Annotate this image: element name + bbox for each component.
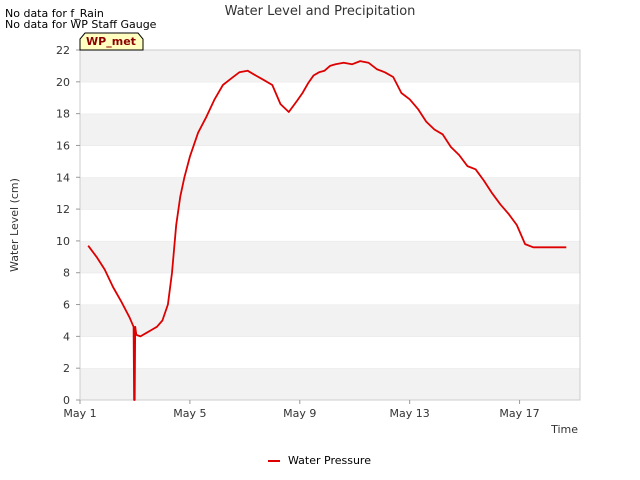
y-tick-label: 16 xyxy=(56,139,70,152)
y-axis-label: Water Level (cm) xyxy=(8,178,21,272)
x-axis-ticks: May 1 May 5 May 9 May 13 May 17 xyxy=(63,400,540,420)
y-tick-label: 20 xyxy=(56,76,70,89)
y-tick-label: 4 xyxy=(63,330,70,343)
y-tick-label: 22 xyxy=(56,44,70,57)
chart-title: Water Level and Precipitation xyxy=(225,4,416,19)
grid-band xyxy=(80,145,580,178)
station-tag-shape xyxy=(79,32,144,51)
series-line-water-pressure xyxy=(87,60,567,401)
x-axis-label: Time xyxy=(550,423,578,436)
y-tick-label: 14 xyxy=(56,171,70,184)
series-lines xyxy=(87,60,567,401)
y-tick-label: 6 xyxy=(63,299,70,312)
x-tick-label: May 1 xyxy=(63,407,96,420)
x-tick-label: May 5 xyxy=(173,407,206,420)
grid-band xyxy=(80,272,580,305)
y-tick-label: 8 xyxy=(63,267,70,280)
x-tick-label: May 17 xyxy=(499,407,539,420)
y-tick-label: 2 xyxy=(63,362,70,375)
y-tick-label: 12 xyxy=(56,203,70,216)
grid-band xyxy=(80,304,580,337)
station-tag: WP_met xyxy=(79,32,144,51)
grid-bands xyxy=(80,49,580,400)
plot-area-frame xyxy=(79,49,581,401)
y-axis-ticks: 0 2 4 6 8 10 12 14 16 18 20 22 xyxy=(56,44,80,407)
y-tick-label: 10 xyxy=(56,235,70,248)
grid-band xyxy=(80,368,580,400)
x-tick-label: May 9 xyxy=(283,407,316,420)
no-data-notice-rain: No data for f_Rain xyxy=(5,7,104,20)
station-tag-label: WP_met xyxy=(86,35,136,48)
legend-label-water-pressure: Water Pressure xyxy=(288,454,371,467)
grid-band xyxy=(80,336,580,369)
x-tick-label: May 13 xyxy=(390,407,430,420)
grid-band xyxy=(80,177,580,210)
y-tick-label: 0 xyxy=(63,394,70,407)
y-tick-label: 18 xyxy=(56,108,70,121)
grid-band xyxy=(80,113,580,146)
no-data-notice-staff-gauge: No data for WP Staff Gauge xyxy=(5,18,157,31)
grid-band xyxy=(80,209,580,241)
grid-band xyxy=(80,240,580,273)
legend: Water Pressure xyxy=(268,454,371,467)
grid-band xyxy=(80,81,580,114)
